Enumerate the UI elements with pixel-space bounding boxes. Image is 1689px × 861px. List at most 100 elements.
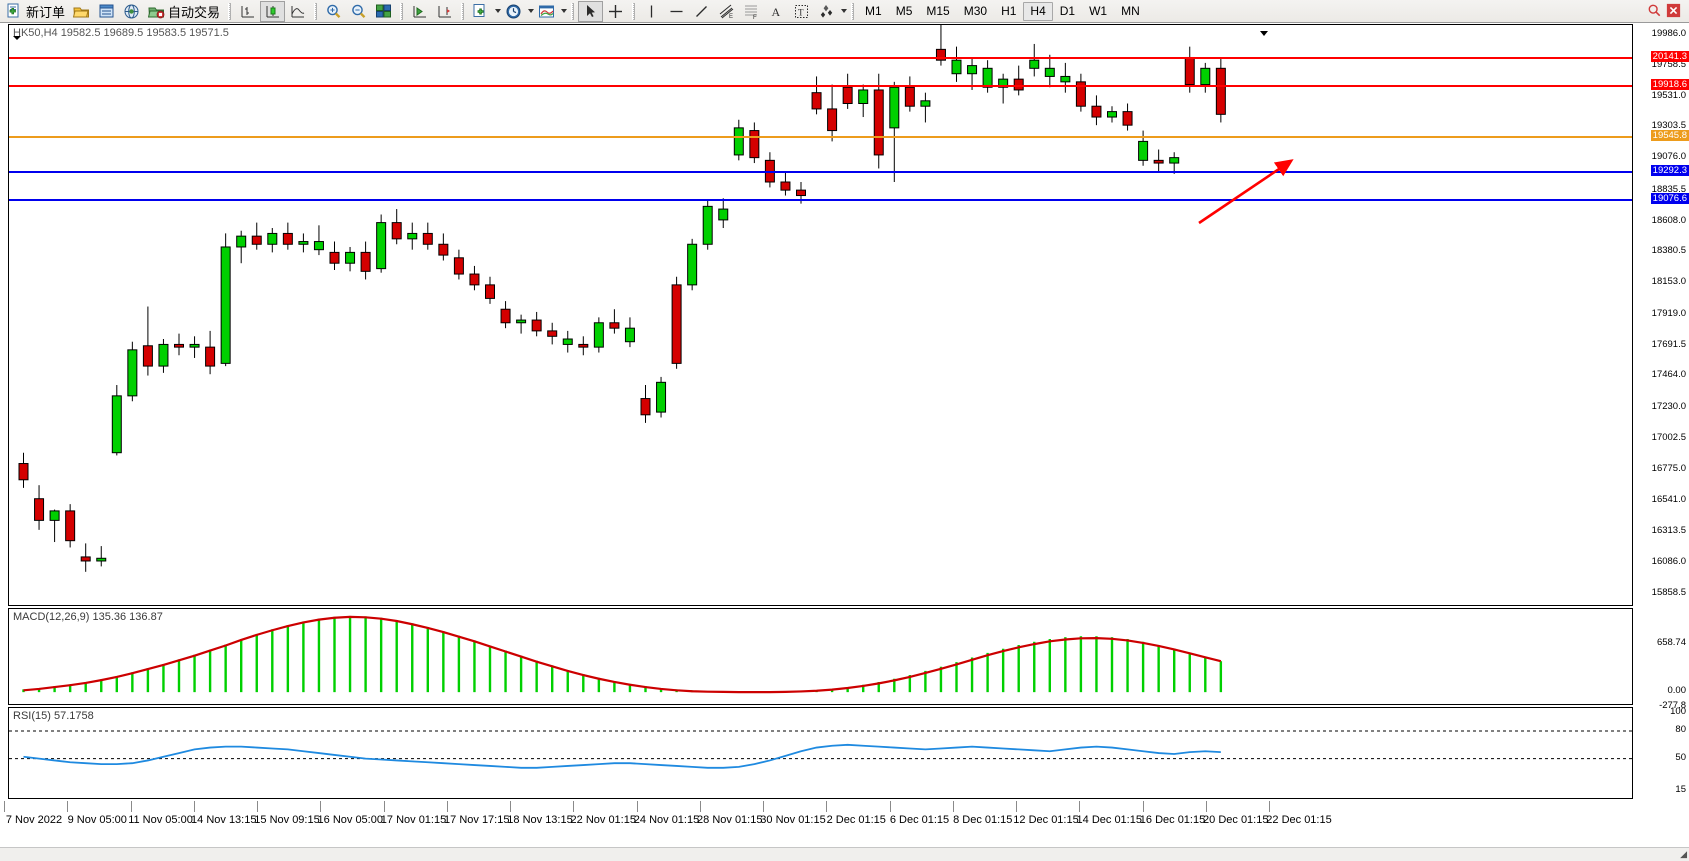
timeframe-h1[interactable]: H1 <box>1001 4 1017 18</box>
data-window-button[interactable] <box>94 1 119 22</box>
main-toolbar: 新订单 <box>0 0 1689 23</box>
rsi-tick: 80 <box>1675 724 1686 735</box>
templates-dropdown-arrow[interactable] <box>561 9 568 13</box>
time-gridline <box>67 801 69 812</box>
time-gridline <box>636 801 638 812</box>
price-tick: 17919.0 <box>1651 307 1686 319</box>
toolbar-separator <box>228 2 232 20</box>
fibonacci-button[interactable]: F <box>739 1 764 22</box>
time-tick: 9 Nov 05:00 <box>67 814 127 826</box>
tile-windows-button[interactable] <box>371 1 396 22</box>
level-line-resistance-2[interactable] <box>9 85 1632 87</box>
macd-label: MACD(12,26,9) 135.36 136.87 <box>13 611 163 623</box>
macd-axis: 658.74 0.00 -277.8 <box>1633 608 1689 711</box>
new-order-button[interactable]: 新订单 <box>2 1 69 22</box>
timeframe-m15[interactable]: M15 <box>926 4 950 18</box>
zoom-out-button[interactable] <box>346 1 371 22</box>
time-gridline <box>1016 801 1017 812</box>
trendline-icon <box>693 3 710 20</box>
toolbar-separator-3 <box>400 2 404 20</box>
timeframe-mn[interactable]: MN <box>1121 4 1140 18</box>
expert-advisors-button[interactable] <box>69 1 94 22</box>
time-gridline <box>699 801 701 812</box>
toolbar-separator-7 <box>851 2 855 20</box>
zoom-in-button[interactable] <box>321 1 346 22</box>
timeframe-d1[interactable]: D1 <box>1059 4 1076 18</box>
timeframe-w1[interactable]: W1 <box>1089 4 1108 18</box>
time-gridline <box>889 801 891 812</box>
macd-tick: -277.8 <box>1659 700 1686 711</box>
svg-text:T: T <box>798 7 804 17</box>
time-gridline <box>320 801 322 812</box>
timeframe-m1[interactable]: M1 <box>865 4 882 18</box>
fibonacci-icon: F <box>743 3 760 21</box>
equidistant-channel-button[interactable]: E <box>714 1 739 22</box>
text-a-icon: A <box>768 3 785 20</box>
bar-chart-button[interactable] <box>235 1 260 22</box>
signals-button[interactable] <box>119 1 144 22</box>
price-tick: 18835.5 <box>1651 183 1686 195</box>
svg-text:F: F <box>753 15 757 20</box>
add-indicator-button[interactable] <box>468 1 493 22</box>
timeframe-m5[interactable]: M5 <box>895 4 913 18</box>
level-line-support-2[interactable] <box>9 199 1632 201</box>
globe-icon <box>123 3 140 20</box>
time-gridline <box>952 801 954 812</box>
bar-chart-icon <box>239 3 256 20</box>
cursor-button[interactable] <box>578 0 604 22</box>
rsi-indicator-pane[interactable]: RSI(15) 57.1758 <box>8 707 1633 799</box>
toolbar-separator-5 <box>571 2 575 20</box>
timeframe-m30[interactable]: M30 <box>963 4 988 18</box>
vertical-line-button[interactable] <box>639 1 664 22</box>
periods-button[interactable] <box>501 1 526 22</box>
horizontal-line-button[interactable] <box>664 1 689 22</box>
shapes-button[interactable] <box>814 1 839 22</box>
macd-indicator-pane[interactable]: MACD(12,26,9) 135.36 136.87 <box>8 608 1633 705</box>
time-tick: 14 Dec 01:15 <box>1076 814 1142 826</box>
rsi-tick: 50 <box>1675 751 1686 763</box>
periods-dropdown-arrow[interactable] <box>528 9 535 13</box>
search-icon[interactable] <box>1647 3 1664 20</box>
new-order-icon <box>6 3 23 20</box>
timeframe-h4[interactable]: H4 <box>1023 1 1053 21</box>
time-tick: 8 Dec 01:15 <box>953 814 1013 826</box>
clock-icon <box>505 3 522 20</box>
level-line-pivot-level[interactable] <box>9 136 1632 138</box>
price-axis[interactable]: 19986.0 19758.5 19531.0 19303.5 19076.0 18835… <box>1633 24 1689 606</box>
time-tick: 16 Dec 01:15 <box>1139 814 1206 826</box>
price-tick: 17230.0 <box>1651 401 1686 413</box>
time-tick: 28 Nov 01:15 <box>697 814 763 826</box>
zoom-out-icon <box>350 3 367 20</box>
line-chart-button[interactable] <box>285 1 310 22</box>
svg-text:E: E <box>729 14 733 20</box>
time-tick: 6 Dec 01:15 <box>889 814 950 826</box>
time-gridline <box>383 801 385 812</box>
trendline-button[interactable] <box>689 1 714 22</box>
time-axis[interactable]: 7 Nov 2022 9 Nov 05:00 11 Nov 05:00 14 Nov … <box>4 801 1633 831</box>
close-icon[interactable] <box>1666 3 1683 20</box>
chart-workspace: HK50,H4 19582.5 19689.5 19583.5 19571.5 … <box>0 24 1689 861</box>
price-chart-pane[interactable]: HK50,H4 19582.5 19689.5 19583.5 19571.5 <box>8 24 1633 606</box>
text-button[interactable]: A <box>764 1 789 22</box>
level-line-resistance-1[interactable] <box>9 57 1632 59</box>
crosshair-button[interactable] <box>603 1 628 22</box>
auto-scroll-button[interactable] <box>407 1 432 22</box>
level-tag-resistance-2: 19918.6 <box>1650 79 1689 90</box>
time-gridline <box>1142 801 1144 812</box>
line-chart-icon <box>289 3 306 20</box>
time-gridline <box>257 801 258 812</box>
chart-shift-button[interactable] <box>432 1 457 22</box>
level-line-support-1[interactable] <box>9 171 1632 173</box>
add-indicator-dropdown-arrow[interactable] <box>495 9 502 13</box>
templates-button[interactable] <box>534 1 559 22</box>
shapes-dropdown-arrow[interactable] <box>841 9 848 13</box>
candlestick-chart-button[interactable] <box>260 0 286 22</box>
time-tick: 20 Dec 01:15 <box>1203 814 1269 826</box>
window-blue-icon <box>98 3 115 20</box>
rsi-series <box>9 730 1632 769</box>
text-label-button[interactable]: T <box>789 1 814 22</box>
collapse-arrow-icon[interactable] <box>12 29 22 47</box>
time-tick: 18 Nov 13:15 <box>507 814 573 826</box>
autotrading-button[interactable]: 自动交易 <box>144 1 224 22</box>
autotrade-icon <box>147 3 165 20</box>
